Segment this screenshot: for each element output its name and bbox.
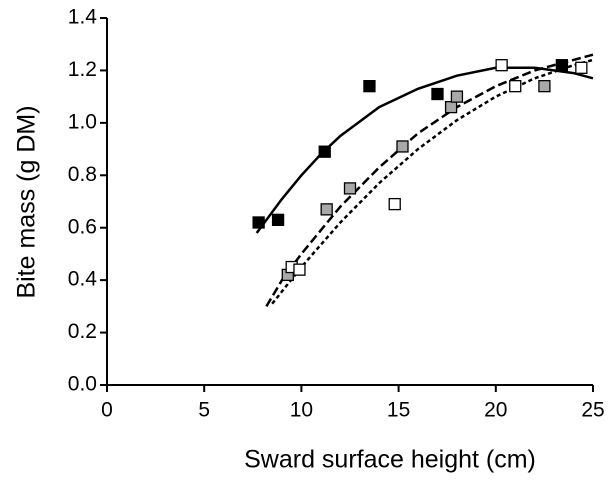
y-tick-label: 1.0: [68, 110, 97, 133]
point: [388, 197, 401, 211]
point: [396, 140, 409, 153]
x-tick-label: 0: [101, 399, 113, 422]
y-tick-label: 1.2: [68, 58, 97, 81]
point: [495, 59, 508, 72]
point: [555, 59, 569, 72]
point: [450, 90, 464, 103]
point: [271, 213, 285, 227]
point: [444, 100, 458, 114]
x-tick-label: 25: [581, 399, 604, 422]
x-tick-label: 5: [198, 399, 210, 422]
x-axis-title: Sward surface height (cm): [244, 446, 536, 474]
y-tick-label: 0.2: [68, 320, 97, 343]
point: [431, 87, 444, 101]
x-tick-label: 10: [290, 399, 313, 422]
point: [538, 80, 551, 93]
y-tick-label: 0.0: [68, 373, 97, 396]
y-tick-label: 1.4: [68, 6, 98, 29]
x-tick-label: 20: [484, 399, 507, 422]
point: [318, 145, 331, 158]
y-axis-title: Bite mass (g DM): [13, 105, 41, 298]
fit-curve: [255, 66, 594, 234]
point: [293, 263, 306, 276]
y-tick-label: 0.8: [68, 163, 97, 186]
x-tick-label: 15: [387, 399, 410, 422]
point: [575, 61, 588, 74]
point: [320, 203, 333, 216]
y-tick-label: 0.4: [68, 268, 98, 291]
fit-curve: [265, 53, 594, 308]
point: [509, 80, 522, 93]
point: [252, 216, 265, 229]
point: [343, 182, 357, 195]
point: [363, 80, 376, 93]
y-tick-label: 0.6: [68, 215, 97, 238]
